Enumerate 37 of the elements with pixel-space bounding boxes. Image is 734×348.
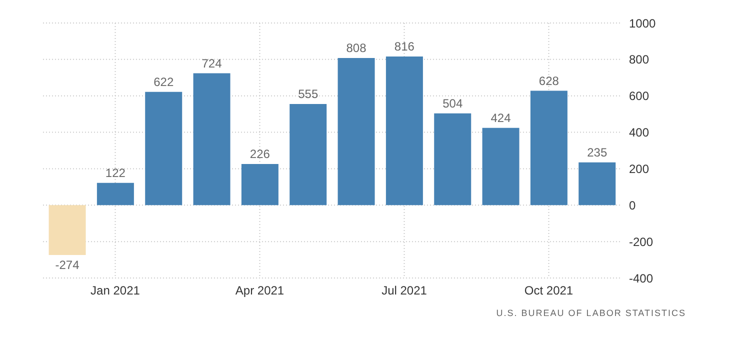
y-tick-label: 200: [629, 162, 650, 176]
x-tick-label: Apr 2021: [235, 284, 284, 298]
bar: [48, 205, 86, 256]
data-label: 724: [202, 56, 222, 70]
data-label: 808: [346, 40, 367, 55]
y-tick-label: 800: [629, 52, 650, 67]
bar: [434, 113, 472, 206]
y-tick-label: 600: [629, 89, 650, 104]
text: U.S. BUREAU OF LABOR STATISTICS: [495, 308, 687, 318]
y-tick-label: 0: [629, 198, 636, 212]
bar: [96, 182, 134, 206]
bar: [193, 73, 230, 206]
bar: [482, 128, 520, 206]
data-label: -274: [55, 258, 80, 272]
data-label: 424: [490, 110, 512, 125]
bar: [338, 58, 375, 206]
bar: [386, 56, 423, 206]
data-label: 226: [250, 146, 270, 161]
x-tick-label: Jan 2021: [90, 284, 140, 298]
bar: [241, 164, 278, 206]
data-label: 816: [394, 40, 415, 54]
y-tick-label: 1000: [629, 16, 656, 30]
bar: [578, 162, 616, 206]
bar: [290, 104, 327, 206]
data-label: 122: [105, 166, 126, 180]
y-tick-label: 400: [629, 126, 650, 140]
bar: [530, 90, 568, 206]
data-label: 628: [538, 74, 560, 88]
data-label: 504: [442, 96, 463, 110]
data-label: 622: [154, 74, 174, 89]
y-tick-label: -200: [629, 234, 654, 249]
x-tick-label: Jul 2021: [382, 284, 428, 298]
data-label: 235: [587, 145, 608, 160]
bar: [145, 92, 182, 206]
y-tick-label: -400: [629, 271, 654, 286]
x-tick-label: Oct 2021: [524, 284, 574, 298]
data-label: 555: [298, 87, 318, 102]
